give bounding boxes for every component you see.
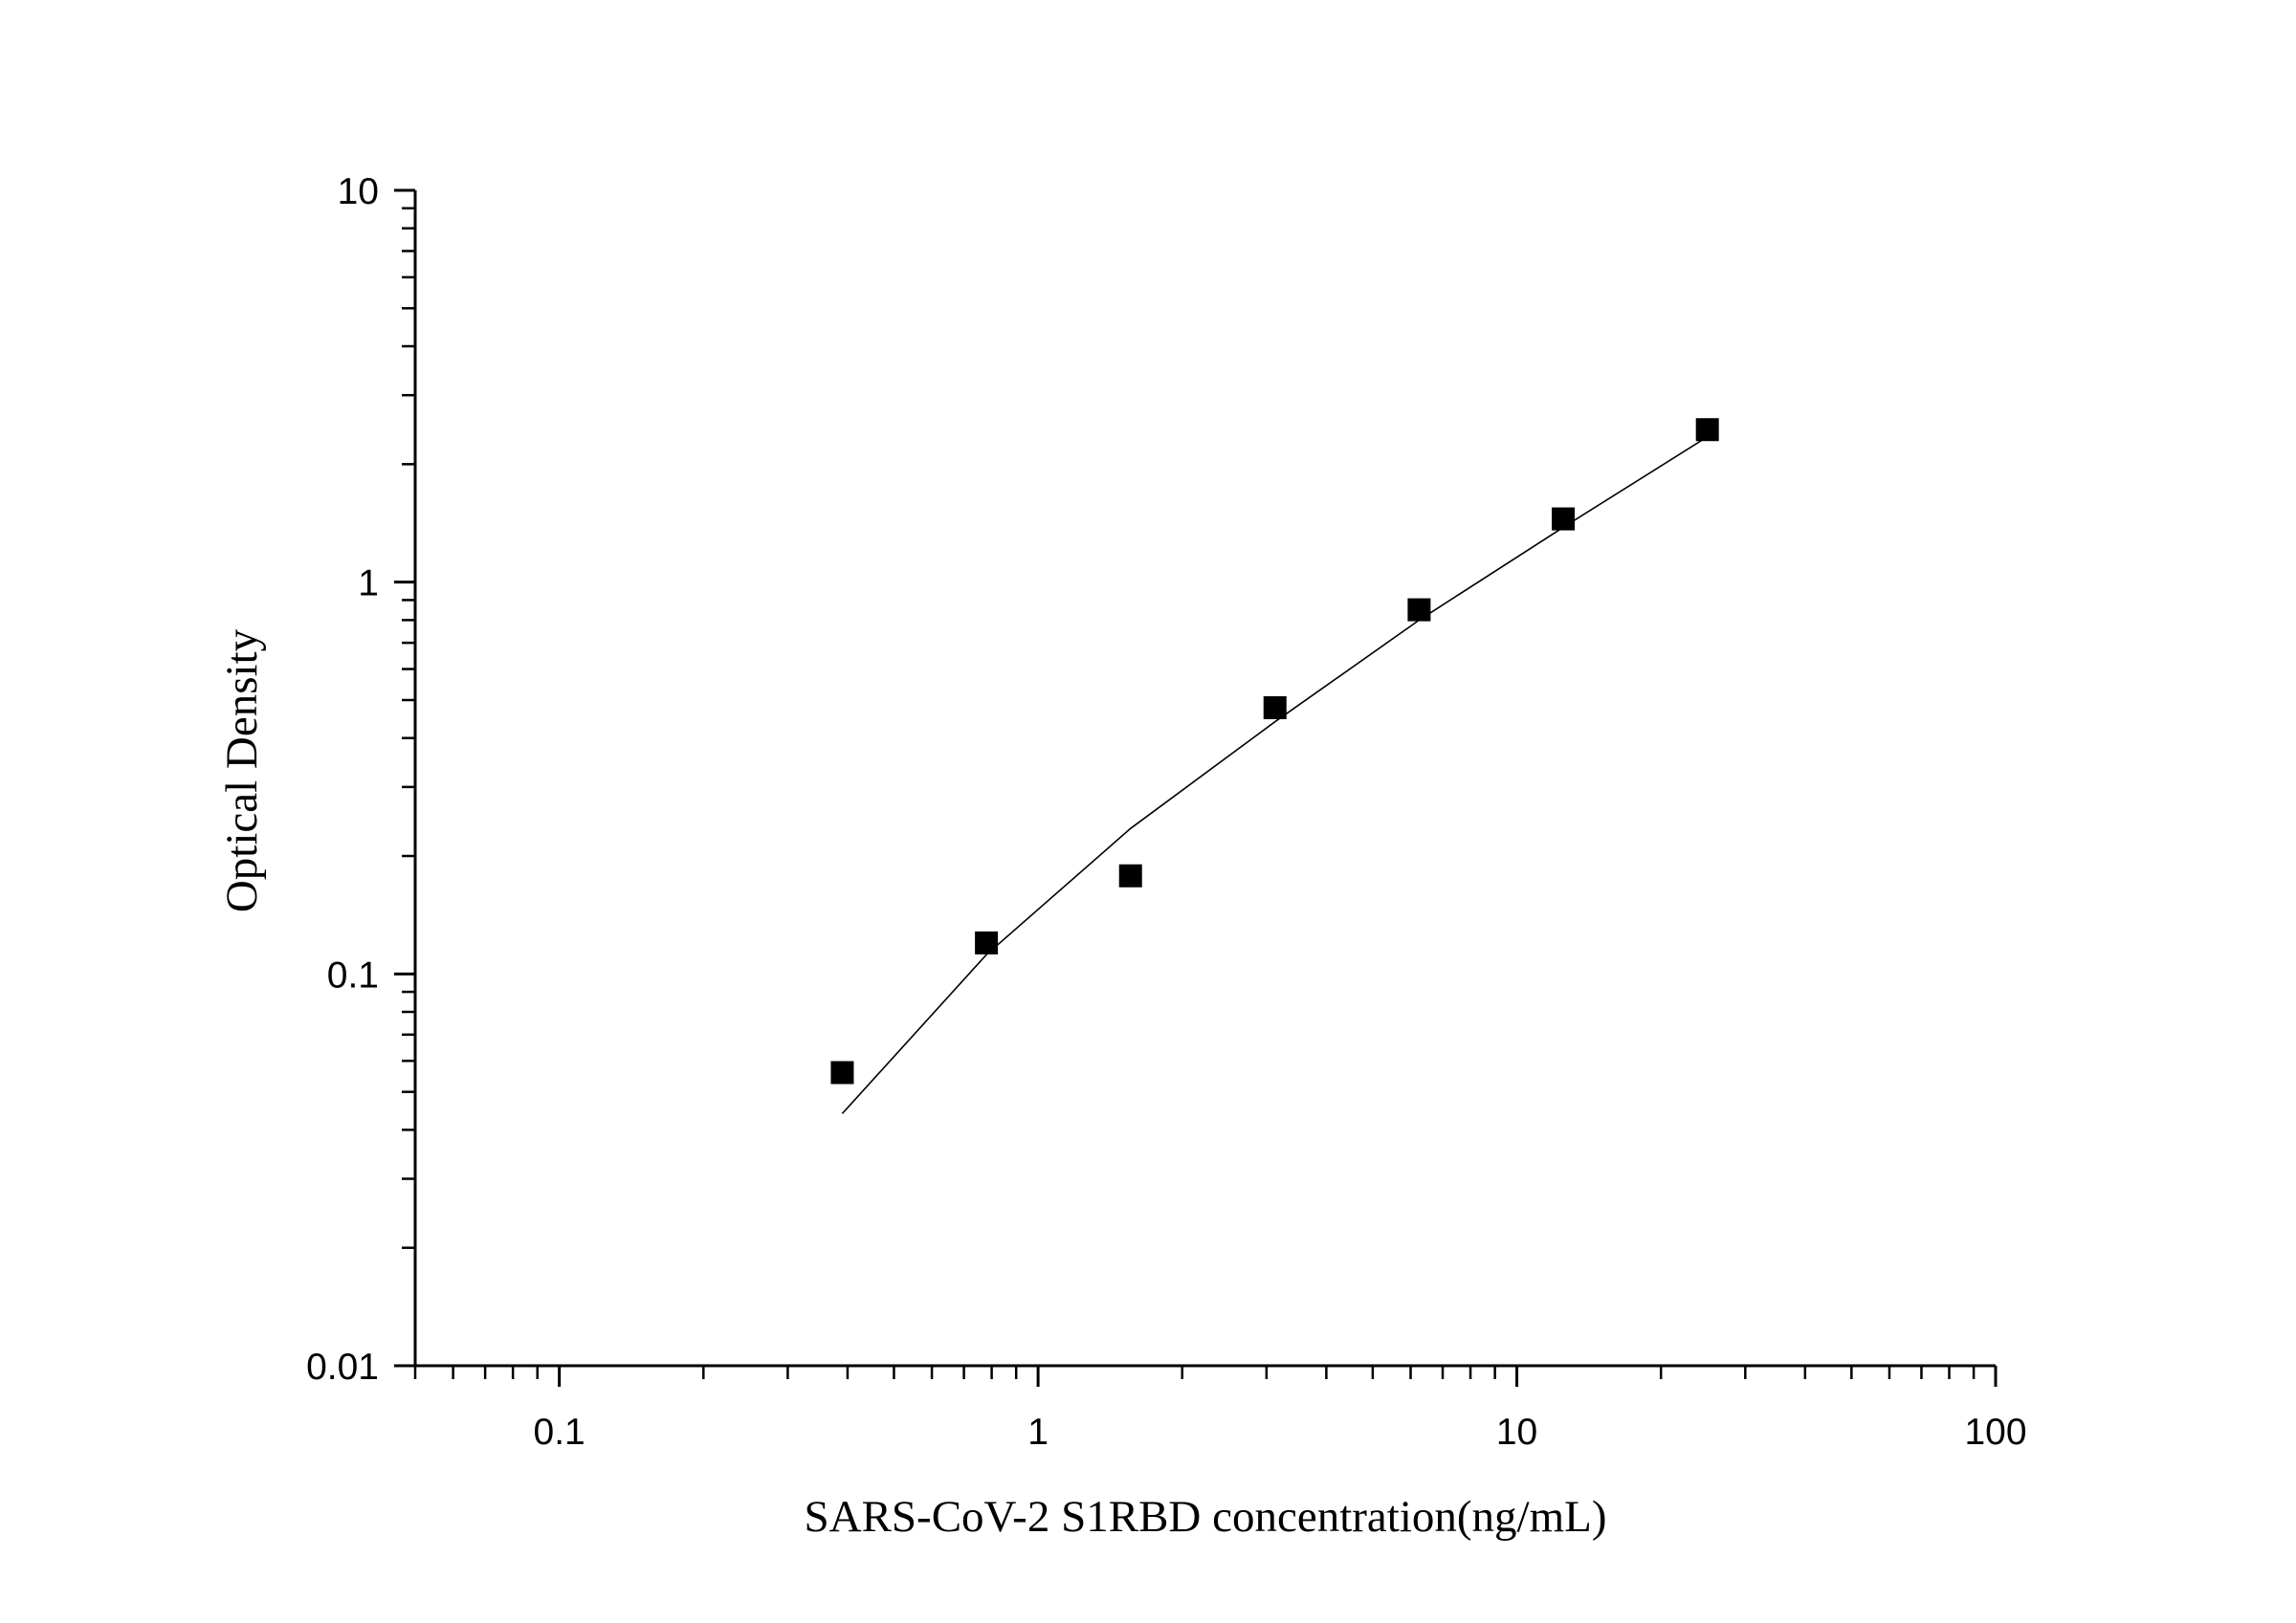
x-tick-label: 100 (1964, 1412, 2026, 1453)
x-tick-label: 10 (1496, 1412, 1537, 1453)
x-axis-title: SARS-CoV-2 S1RBD concentration(ng/mL) (804, 1492, 1606, 1542)
x-tick-label: 1 (1027, 1412, 1049, 1453)
y-tick-label: 0.01 (306, 1347, 379, 1388)
y-axis-title: Optical Density (217, 628, 267, 912)
data-points (830, 418, 1719, 1085)
data-point (1263, 695, 1287, 719)
y-tick-label: 0.1 (327, 954, 379, 996)
data-point (830, 1061, 854, 1085)
data-point (975, 931, 999, 954)
x-minor-ticks (402, 207, 1976, 1379)
tick-marks (394, 188, 1998, 1387)
data-point (1407, 598, 1431, 622)
x-tick-label: 0.1 (534, 1412, 585, 1453)
data-point (1552, 507, 1576, 531)
tick-labels: 0.1 1 10 100 0.01 0.1 1 10 (306, 171, 2026, 1453)
data-point (1118, 864, 1142, 888)
fit-curve (841, 436, 1709, 1114)
y-tick-label: 1 (358, 563, 379, 604)
data-point (1695, 418, 1719, 442)
y-tick-label: 10 (338, 171, 379, 212)
